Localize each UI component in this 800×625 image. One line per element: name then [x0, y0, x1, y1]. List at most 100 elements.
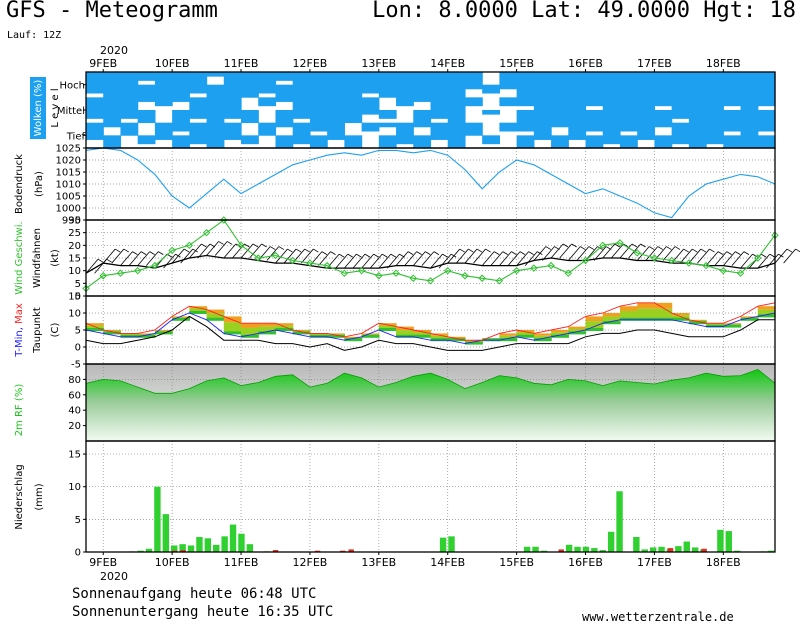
cloud-cell	[86, 76, 104, 81]
cloud-cell	[533, 72, 552, 77]
cloud-cell	[430, 131, 449, 136]
cloud-cell	[447, 93, 466, 98]
cloud-cell	[671, 84, 690, 90]
cloud-cell	[292, 101, 311, 107]
date-label-top: 16FEB	[568, 57, 603, 70]
tmin-band	[602, 316, 621, 324]
cloud-cell	[757, 93, 776, 98]
cloud-cell	[223, 135, 242, 140]
cloud-cell	[706, 131, 724, 136]
wind-speed-point	[392, 269, 400, 277]
cloud-cell	[309, 97, 328, 102]
wind-barb-flag	[433, 251, 440, 255]
wind-barb-flag	[97, 258, 104, 263]
wind-barb	[240, 243, 254, 259]
wind-speed-point	[168, 246, 176, 255]
cloud-cell	[464, 101, 483, 107]
cloud-cell	[413, 114, 432, 119]
precip-bar	[725, 531, 732, 552]
cloud-cell	[241, 88, 259, 94]
cloud-cell	[499, 80, 518, 86]
cloud-cell	[206, 143, 225, 149]
cloud-cell	[637, 101, 656, 107]
cloud-cell	[654, 143, 673, 149]
cloud-cell	[671, 126, 690, 132]
tmin-floor	[654, 317, 673, 321]
wind-speed-point	[667, 256, 676, 265]
cloud-cell	[602, 80, 621, 86]
wind-barb	[318, 251, 331, 266]
cloud-cell	[740, 88, 759, 94]
cloud-cell	[378, 122, 397, 128]
wind-barb	[507, 251, 521, 266]
cloud-cell	[637, 97, 656, 102]
wind-barb-flag	[519, 251, 526, 255]
pressure-line	[85, 147, 776, 219]
wind-barb	[662, 246, 676, 261]
cloud-cell	[154, 93, 173, 98]
cloud-cell	[189, 122, 208, 128]
cloud-cell	[206, 126, 225, 132]
wind-barb-flag	[528, 251, 534, 255]
cloud-cell	[275, 97, 294, 102]
wind-speed-point	[340, 269, 349, 277]
cloud-cell	[568, 88, 587, 94]
cloud-cell	[706, 110, 724, 115]
pressure-ylabel: Bodendruck	[14, 154, 25, 214]
wind-barbs	[85, 241, 800, 274]
cloud-cell	[344, 101, 363, 107]
wind-barb-flag	[356, 253, 362, 258]
wind-speed-point	[564, 269, 573, 277]
cloud-cell	[172, 114, 190, 119]
cloud-cell	[619, 93, 638, 98]
precip-bar	[179, 544, 186, 552]
cloud-cell	[499, 101, 518, 107]
cloud-cell	[258, 97, 277, 102]
cloud-cell	[516, 139, 535, 145]
cloud-cell	[568, 118, 587, 124]
cloud-cell	[378, 114, 397, 119]
year-label-bottom: 2020	[100, 570, 128, 583]
cloud-cell	[706, 101, 724, 107]
wind-speed-point	[633, 249, 641, 257]
tmax-band	[637, 302, 656, 309]
wind-barb-flag	[648, 246, 655, 250]
wind-barb	[499, 251, 512, 266]
cloud-cell	[723, 80, 742, 86]
cloud-cell	[688, 97, 707, 102]
cloud-cell	[137, 110, 156, 115]
tmax-band	[654, 302, 673, 309]
cloud-cell	[671, 135, 690, 140]
tmin-floor	[258, 331, 277, 335]
cloud-cell	[654, 135, 673, 140]
cloud-cell	[551, 88, 569, 94]
cloud-cell	[585, 88, 604, 94]
cloud-cell	[154, 72, 173, 77]
cloud-cell	[292, 76, 311, 81]
wind-speed-point	[220, 216, 228, 224]
wind-barb-flag	[571, 243, 577, 248]
cloud-cell	[706, 122, 724, 128]
date-label-top: 14FEB	[430, 57, 465, 70]
tmax-band	[533, 333, 552, 336]
cloud-cell	[378, 93, 397, 98]
cloud-cell	[413, 97, 432, 102]
date-label-bottom: 15FEB	[499, 556, 534, 569]
precip-bar	[675, 546, 682, 552]
wind-barb-flag	[476, 248, 483, 253]
cloud-cell	[344, 93, 363, 98]
wind-barb	[602, 243, 616, 259]
cloud-cell	[241, 139, 259, 145]
wind-speed-point	[99, 272, 107, 280]
cloud-cell	[137, 88, 156, 94]
wind-barb-flag	[244, 243, 250, 248]
cloud-cell	[154, 122, 173, 128]
cloud-cell	[757, 101, 776, 107]
cloud-cell	[654, 97, 673, 102]
tmax-band	[671, 313, 690, 316]
cloud-cell	[740, 76, 759, 81]
cloud-cell	[654, 110, 673, 115]
cloud-cell	[757, 88, 776, 94]
